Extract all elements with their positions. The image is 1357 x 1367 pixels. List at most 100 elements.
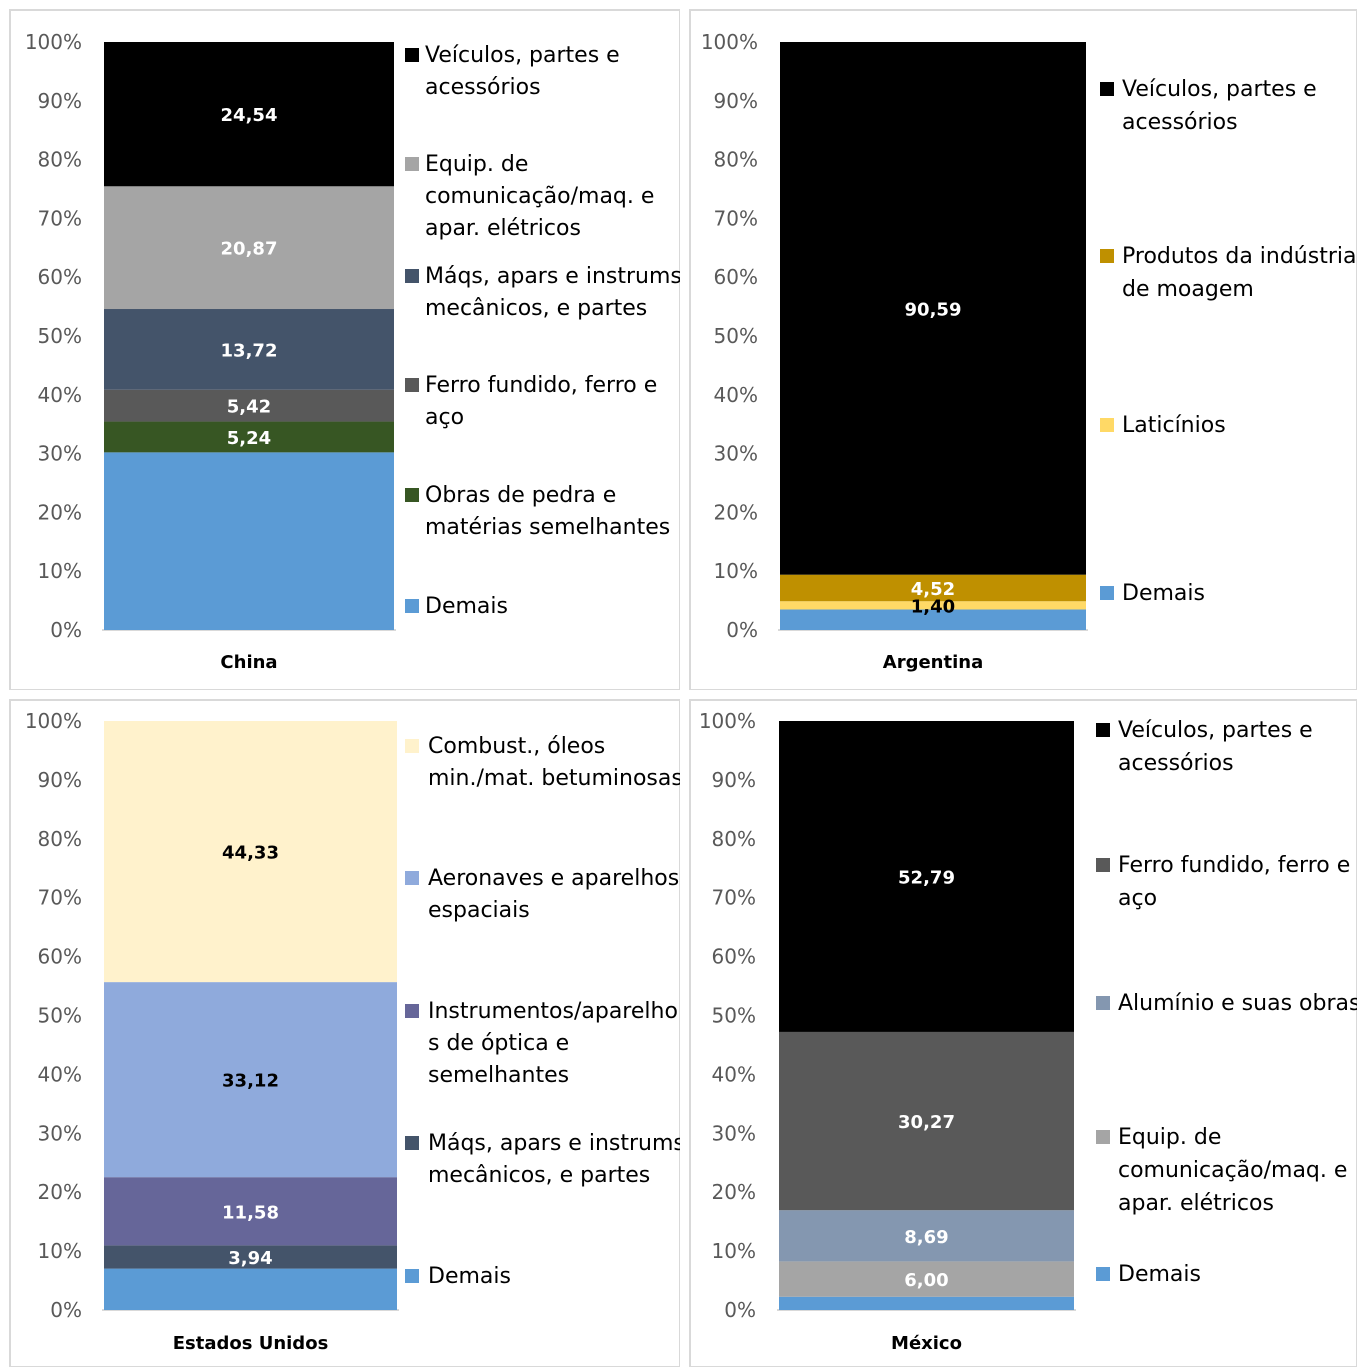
legend-item: Demais: [1100, 581, 1205, 606]
y-tick-label: 40%: [38, 1062, 82, 1086]
legend-label: Ferro fundido, ferro e: [1118, 853, 1350, 878]
legend-item: Demais: [405, 1264, 511, 1289]
legend-item: Instrumentos/aparelho s de óptica e semelh…: [405, 999, 678, 1088]
y-tick-label: 20%: [38, 1180, 82, 1204]
chart-panel-argentina: 0% 10% 20% 30% 40% 50% 60% 70% 80% 90% 100% 1,404,5…: [689, 9, 1357, 690]
legend-swatch: [1100, 249, 1114, 263]
legend-label: de moagem: [1122, 277, 1254, 302]
legend-item: Máqs, apars e instrums mecânicos, e parte…: [405, 264, 680, 321]
panel-frame: [689, 699, 1357, 1367]
legend-label: Alumínio e suas obras: [1118, 991, 1357, 1016]
bar-segment-veiculos-partes-e-acessorios: [780, 42, 1086, 575]
legend-label: acessórios: [1122, 110, 1238, 135]
y-tick-label: 90%: [38, 89, 82, 113]
legend-label: mecânicos, e partes: [428, 1163, 650, 1188]
category-label: Estados Unidos: [173, 1333, 329, 1354]
bar-segment-veiculos-partes-e-acessorios: [779, 721, 1074, 1032]
data-label: 1,40: [911, 596, 955, 617]
legend-swatch: [405, 269, 419, 283]
y-tick-label: 20%: [714, 500, 758, 524]
legend-swatch: [1096, 1267, 1110, 1281]
legend: Veículos, partes e acessórios Equip. de com…: [405, 43, 680, 619]
y-tick-label: 10%: [714, 559, 758, 583]
legend-item: Máqs, apars e instrums mecânicos, e parte…: [405, 1131, 680, 1188]
chart-panel-estados-unidos: 0% 10% 20% 30% 40% 50% 60% 70% 80% 90% 100% 3,94 11,…: [9, 699, 680, 1367]
stacked-bar: 3,94 11,58 33,12 44,33: [104, 721, 397, 1310]
y-tick-label: 100%: [701, 30, 758, 54]
bar-segment-maqs-apars-e-instrums-mecanicos-e-partes: [104, 309, 394, 390]
data-label: 30,27: [898, 1112, 955, 1133]
y-tick-label: 50%: [38, 324, 82, 348]
legend-label: Combust., óleos: [428, 734, 605, 759]
legend-label: Veículos, partes e: [1118, 718, 1313, 743]
legend-item: Alumínio e suas obras: [1096, 991, 1357, 1016]
y-tick-label: 80%: [38, 827, 82, 851]
category-label: México: [891, 1333, 962, 1354]
bar-segment-obras-de-pedra-e-materias-semelhantes: [104, 421, 394, 453]
y-tick-label: 20%: [712, 1180, 756, 1204]
y-tick-label: 30%: [38, 1121, 82, 1145]
y-tick-label: 70%: [38, 886, 82, 910]
y-tick-label: 80%: [712, 827, 756, 851]
legend-swatch: [405, 1269, 419, 1283]
bar-segment-veiculos-partes-e-acessorios: [104, 42, 394, 187]
legend-label: apar. elétricos: [1118, 1191, 1274, 1216]
bar-segment-ferro-fundido-ferro-e-aco: [779, 1031, 1074, 1211]
legend-swatch: [1096, 858, 1110, 872]
y-tick-label: 60%: [38, 945, 82, 969]
y-tick-label: 70%: [714, 206, 758, 230]
bar-segment-demais: [780, 609, 1086, 630]
data-label: 90,59: [905, 299, 962, 320]
y-tick-label: 50%: [714, 324, 758, 348]
data-label: 33,12: [222, 1071, 279, 1092]
y-tick-label: 30%: [38, 442, 82, 466]
y-tick-label: 90%: [712, 768, 756, 792]
legend-label: Máqs, apars e instrums: [428, 1131, 680, 1156]
legend-label: Máqs, apars e instrums: [425, 264, 680, 289]
y-axis-ticks: 0% 10% 20% 30% 40% 50% 60% 70% 80% 90% 100%: [699, 709, 756, 1322]
chart-panel-china: 0% 10% 20% 30% 40% 50% 60% 70% 80% 90% 100% 5,24 5,4…: [9, 9, 680, 690]
legend-swatch: [405, 739, 419, 753]
legend-item: Aeronaves e aparelhos espaciais: [405, 866, 679, 923]
legend: Veículos, partes e acessórios Ferro fundid…: [1096, 718, 1357, 1287]
legend-swatch: [405, 871, 419, 885]
y-tick-label: 70%: [38, 206, 82, 230]
y-tick-label: 40%: [714, 383, 758, 407]
legend-label: Equip. de: [425, 152, 528, 177]
stacked-bar: 6,00 8,69 30,27 52,79: [779, 721, 1074, 1310]
data-label: 5,42: [227, 397, 271, 418]
legend-swatch: [405, 378, 419, 392]
y-axis-ticks: 0% 10% 20% 30% 40% 50% 60% 70% 80% 90% 100%: [701, 30, 758, 642]
y-tick-label: 100%: [25, 30, 82, 54]
bar-segment-demais: [779, 1296, 1074, 1310]
legend-item: Veículos, partes e acessórios: [405, 43, 620, 100]
y-tick-label: 90%: [38, 768, 82, 792]
data-label: 4,52: [911, 579, 955, 600]
legend-label: aço: [1118, 886, 1157, 911]
legend-label: Veículos, partes e: [425, 43, 620, 68]
y-tick-label: 80%: [714, 148, 758, 172]
legend-item: Laticínios: [1100, 413, 1226, 438]
y-tick-label: 20%: [38, 500, 82, 524]
bar-segment-aeronaves-e-aparelhos-espaciais: [104, 982, 397, 1178]
legend-swatch: [405, 157, 419, 171]
y-tick-label: 40%: [712, 1062, 756, 1086]
data-label: 44,33: [222, 843, 279, 864]
legend-swatch: [1100, 82, 1114, 96]
y-axis-ticks: 0% 10% 20% 30% 40% 50% 60% 70% 80% 90% 100%: [25, 709, 82, 1322]
y-tick-label: 100%: [25, 709, 82, 733]
y-tick-label: 0%: [50, 1298, 82, 1322]
bar-segment-aluminio-e-suas-obras: [779, 1210, 1074, 1262]
legend-label: Veículos, partes e: [1122, 77, 1317, 102]
y-axis-ticks: 0% 10% 20% 30% 40% 50% 60% 70% 80% 90% 100%: [25, 30, 82, 642]
y-tick-label: 60%: [712, 945, 756, 969]
y-tick-label: 60%: [714, 265, 758, 289]
legend-swatch: [1100, 418, 1114, 432]
legend-label: Ferro fundido, ferro e: [425, 373, 657, 398]
legend-label: apar. elétricos: [425, 216, 581, 241]
legend-item: Ferro fundido, ferro e aço: [405, 373, 657, 430]
data-label: 11,58: [222, 1202, 279, 1223]
y-tick-label: 90%: [714, 89, 758, 113]
panel-frame: [9, 9, 680, 690]
legend-swatch: [405, 1136, 419, 1150]
